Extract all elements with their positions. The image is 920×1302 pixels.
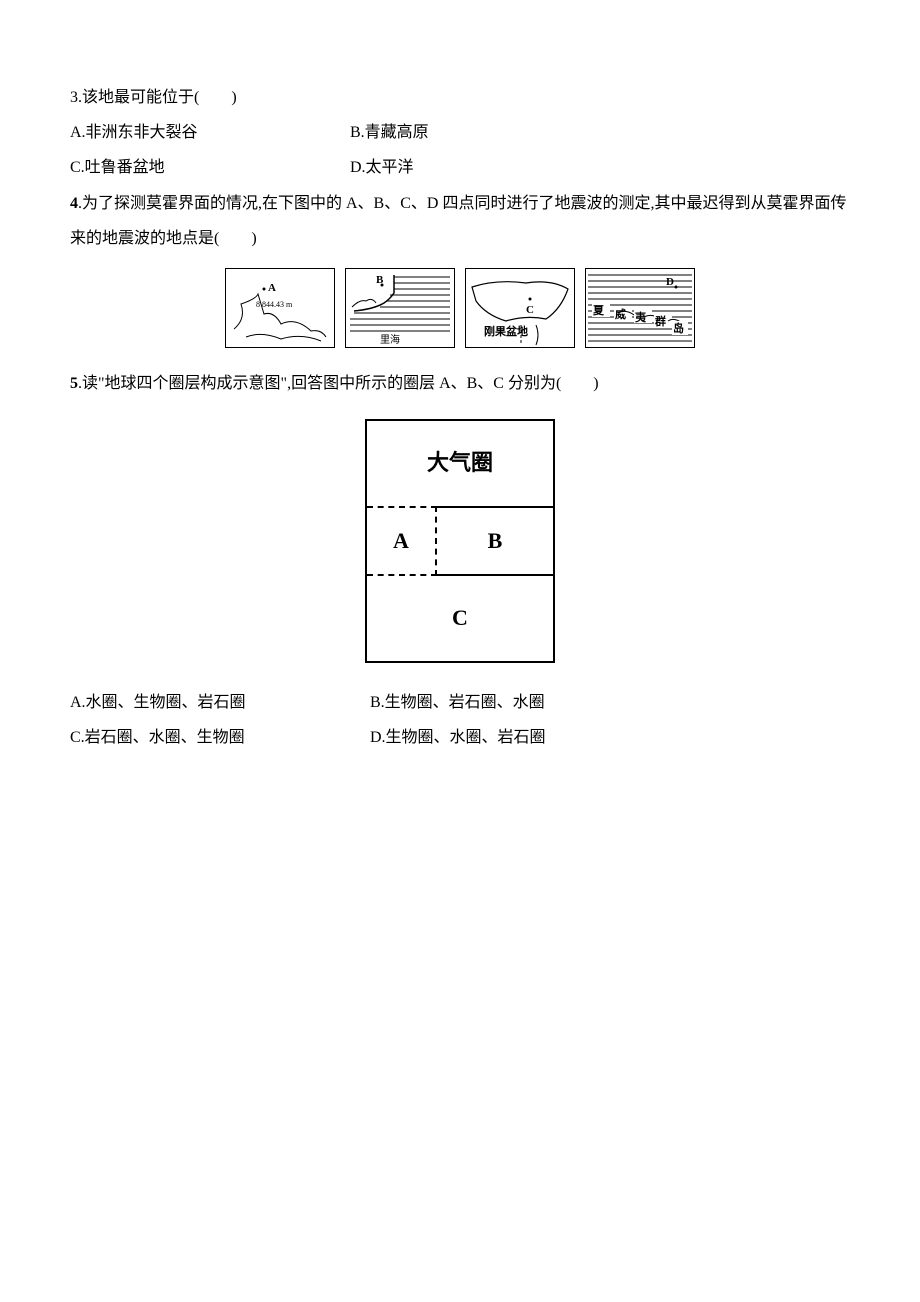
q5-opt-c: C.岩石圈、水圈、生物圈 xyxy=(70,720,370,755)
q4-fig-c-caption: 刚果盆地 xyxy=(484,324,528,338)
q5-diagram: 大气圈 A B C xyxy=(365,419,555,663)
q4-stem-rest: .为了探测莫霍界面的情况,在下图中的 A、B、C、D 四点同时进行了地震波的测定… xyxy=(70,195,846,247)
q4-fig-c: C 刚果盆地 xyxy=(465,268,575,348)
q4-fig-b-caption: 里海 xyxy=(380,333,400,346)
q5-stem-rest: .读"地球四个圈层构成示意图",回答图中所示的圈层 A、B、C 分别为( ) xyxy=(78,375,599,392)
svg-text:威: 威 xyxy=(615,307,626,321)
q4-figure-row: A 8 844.43 m B 里海 xyxy=(70,268,850,348)
q4-fig-a-elev: 8 844.43 m xyxy=(256,300,293,309)
q5-opt-a: A.水圈、生物圈、岩石圈 xyxy=(70,685,370,720)
q3-opt-c: C.吐鲁番盆地 xyxy=(70,150,350,185)
q4-fig-d: D 夏 威 夷 群 岛 xyxy=(585,268,695,348)
q4-fig-c-label: C xyxy=(526,304,534,316)
q5-diagram-c: C xyxy=(367,576,553,661)
q5-opt-b: B.生物圈、岩石圈、水圈 xyxy=(370,685,670,720)
q4-number: 4 xyxy=(70,195,78,212)
q3-opt-d: D.太平洋 xyxy=(350,150,630,185)
q3-options-row2: C.吐鲁番盆地 D.太平洋 xyxy=(70,150,850,185)
svg-text:群: 群 xyxy=(654,314,666,328)
q5-diagram-top: 大气圈 xyxy=(367,421,553,506)
q5-diagram-a: A xyxy=(367,506,437,576)
q5-options-row1: A.水圈、生物圈、岩石圈 B.生物圈、岩石圈、水圈 xyxy=(70,685,850,720)
q3-options-row1: A.非洲东非大裂谷 B.青藏高原 xyxy=(70,115,850,150)
q5-diagram-b: B xyxy=(437,506,553,576)
q4-stem: 4.为了探测莫霍界面的情况,在下图中的 A、B、C、D 四点同时进行了地震波的测… xyxy=(70,186,850,256)
q4-fig-a: A 8 844.43 m xyxy=(225,268,335,348)
q3-opt-b: B.青藏高原 xyxy=(350,115,630,150)
q5-number: 5 xyxy=(70,375,78,392)
q3-stem: 3.该地最可能位于( ) xyxy=(70,80,850,115)
q5-opt-d: D.生物圈、水圈、岩石圈 xyxy=(370,720,670,755)
q4-fig-b: B 里海 xyxy=(345,268,455,348)
q5-stem: 5.读"地球四个圈层构成示意图",回答图中所示的圈层 A、B、C 分别为( ) xyxy=(70,366,850,401)
svg-text:夏: 夏 xyxy=(593,304,605,317)
q5-options-row2: C.岩石圈、水圈、生物圈 D.生物圈、水圈、岩石圈 xyxy=(70,720,850,755)
q3-opt-a: A.非洲东非大裂谷 xyxy=(70,115,350,150)
q4-fig-d-label: D xyxy=(666,276,674,288)
q4-fig-a-label: A xyxy=(268,282,276,294)
q4-fig-b-label: B xyxy=(376,274,384,286)
svg-text:岛: 岛 xyxy=(673,321,684,335)
